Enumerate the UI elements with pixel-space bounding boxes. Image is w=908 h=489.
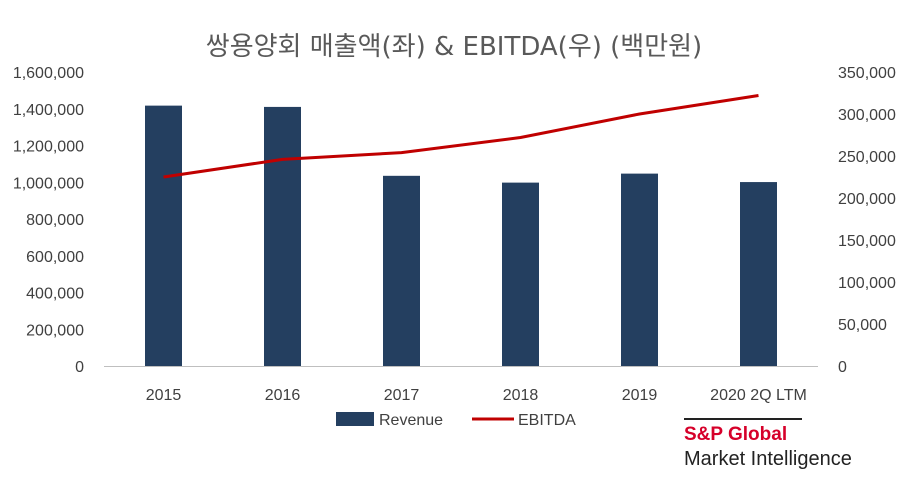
y-left-tick-label: 400,000: [26, 286, 84, 303]
revenue-bar: [145, 105, 182, 366]
brand-rule: [684, 418, 802, 420]
legend-ebitda-label: EBITDA: [518, 412, 576, 429]
y-left-tick-label: 1,600,000: [13, 65, 84, 82]
y-right-tick-label: 300,000: [838, 107, 896, 124]
x-tick-label: 2015: [146, 387, 182, 404]
x-tick-label: 2018: [503, 387, 539, 404]
y-right-tick-label: 100,000: [838, 275, 896, 292]
y-left-tick-label: 800,000: [26, 212, 84, 229]
revenue-bar: [502, 182, 539, 366]
legend-revenue-swatch: [336, 412, 374, 426]
x-tick-label: 2016: [265, 387, 301, 404]
y-left-tick-label: 1,200,000: [13, 139, 84, 156]
ebitda-line: [163, 94, 759, 179]
y-left-tick-label: 1,000,000: [13, 175, 84, 192]
y-right-tick-label: 200,000: [838, 191, 896, 208]
y-left-tick-label: 1,400,000: [13, 102, 84, 119]
x-tick-label: 2019: [622, 387, 658, 404]
legend-revenue-label: Revenue: [379, 412, 443, 429]
revenue-bar: [621, 173, 658, 366]
x-tick-label: 2017: [384, 387, 420, 404]
y-right-tick-label: 50,000: [838, 317, 887, 334]
y-right-tick-label: 0: [838, 359, 847, 376]
y-right-tick-label: 350,000: [838, 65, 896, 82]
brand-logo: S&P Global Market Intelligence: [684, 418, 894, 472]
y-left-tick-label: 200,000: [26, 322, 84, 339]
y-right-tick-label: 250,000: [838, 149, 896, 166]
revenue-bar: [383, 175, 420, 366]
brand-name: S&P Global: [684, 424, 788, 445]
y-right-tick-label: 150,000: [838, 233, 896, 250]
y-left-tick-label: 0: [75, 359, 84, 376]
y-left-tick-label: 600,000: [26, 249, 84, 266]
revenue-bar: [264, 106, 301, 366]
revenue-bar: [740, 182, 777, 366]
chart-title: 쌍용양회 매출액(좌) & EBITDA(우) (백만원): [206, 32, 702, 62]
x-tick-label: 2020 2Q LTM: [710, 387, 807, 404]
brand-subtitle: Market Intelligence: [684, 448, 852, 470]
